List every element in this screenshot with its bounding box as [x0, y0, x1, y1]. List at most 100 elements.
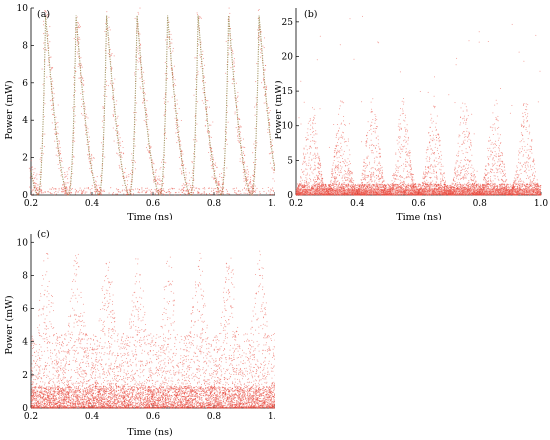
data-point [405, 148, 407, 150]
data-point [456, 160, 458, 162]
data-point [333, 150, 335, 152]
data-point [267, 128, 269, 130]
data-point [183, 184, 185, 186]
data-point [62, 191, 64, 193]
data-point [490, 168, 492, 170]
data-point [397, 167, 399, 169]
data-point [193, 186, 195, 189]
data-point [66, 175, 68, 177]
data-point [112, 191, 114, 194]
data-point [192, 192, 195, 194]
data-point [518, 158, 520, 160]
data-point [502, 169, 504, 171]
data-point [434, 107, 435, 109]
data-point [399, 146, 401, 148]
data-point [423, 171, 425, 173]
data-point [181, 150, 183, 153]
data-point [185, 171, 187, 173]
data-point [331, 185, 333, 187]
data-point [272, 187, 274, 189]
data-point [470, 144, 472, 146]
data-point [159, 179, 161, 181]
data-point [192, 139, 194, 141]
data-point [380, 167, 382, 169]
data-point [109, 48, 111, 50]
data-point [313, 131, 314, 132]
data-point [90, 191, 92, 193]
data-point [314, 176, 316, 178]
data-point [91, 185, 93, 187]
data-point [316, 148, 318, 150]
data-point [236, 193, 238, 195]
data-point [55, 147, 57, 149]
data-point [319, 164, 321, 166]
data-point [116, 134, 118, 136]
data-point [424, 181, 426, 183]
data-point [433, 172, 435, 174]
data-point [196, 13, 199, 16]
data-point [458, 150, 460, 152]
data-point [208, 124, 211, 126]
data-point [54, 134, 57, 136]
data-point [106, 34, 108, 36]
data-point [193, 94, 195, 96]
data-point [30, 176, 32, 178]
data-point [204, 125, 206, 127]
data-point [353, 58, 355, 60]
data-point [78, 63, 80, 65]
data-point [163, 176, 165, 178]
data-point [522, 115, 524, 117]
data-point [150, 192, 152, 194]
data-point [253, 170, 255, 172]
data-point [316, 147, 318, 148]
data-point [148, 157, 151, 159]
data-point [364, 165, 366, 167]
data-point [344, 159, 346, 161]
data-point [377, 41, 379, 43]
data-point [344, 164, 346, 166]
data-point [331, 168, 333, 170]
data-point [529, 151, 531, 153]
data-point [94, 188, 96, 190]
data-point [504, 173, 506, 175]
data-point [169, 188, 171, 190]
data-point [222, 190, 224, 193]
data-point [347, 170, 349, 172]
data-point [237, 117, 239, 120]
data-point [105, 22, 107, 25]
data-point [457, 171, 459, 173]
data-point [485, 175, 487, 176]
data-point [409, 169, 411, 170]
data-point [427, 91, 429, 93]
data-point [313, 134, 315, 136]
data-point [263, 191, 265, 193]
data-point [111, 67, 113, 69]
data-point [108, 50, 110, 52]
data-point [331, 176, 333, 178]
data-point [205, 107, 207, 109]
data-point [430, 183, 432, 185]
data-point [361, 189, 363, 191]
data-point [402, 148, 404, 150]
data-point [371, 149, 373, 151]
data-point [228, 47, 230, 49]
data-point [385, 186, 387, 188]
data-point [500, 152, 502, 153]
data-point [148, 152, 150, 154]
data-point [186, 194, 188, 196]
data-point [116, 193, 118, 195]
data-point [188, 172, 190, 174]
data-point [315, 181, 317, 183]
data-point [495, 153, 497, 155]
data-point [62, 189, 64, 191]
data-point [377, 143, 379, 145]
data-point [334, 156, 336, 158]
data-point [94, 190, 96, 192]
data-point [178, 137, 180, 139]
data-point [96, 189, 98, 191]
data-point [172, 50, 174, 52]
data-point [373, 157, 375, 159]
data-point [147, 118, 149, 120]
data-point [370, 168, 372, 170]
data-point [256, 187, 258, 189]
